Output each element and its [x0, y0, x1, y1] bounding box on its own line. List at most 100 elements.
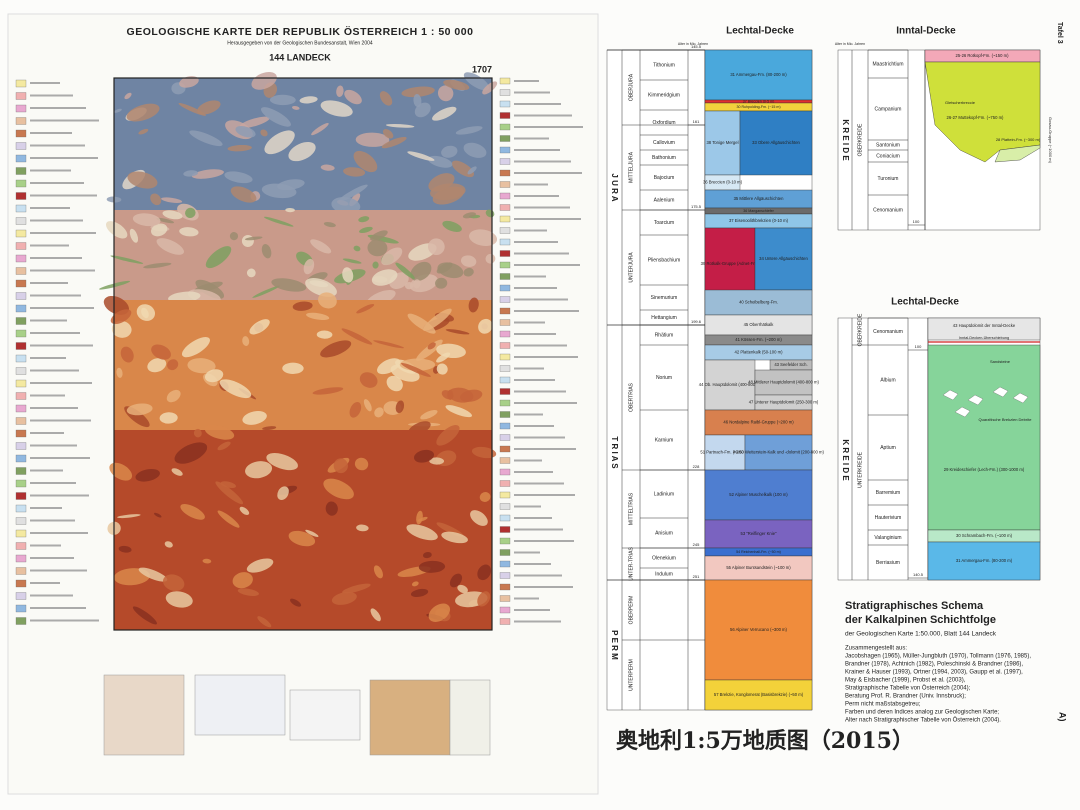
- map-outcrop: [310, 239, 332, 254]
- legend-swatch: [499, 445, 511, 453]
- map-outcrop: [437, 85, 454, 102]
- map-outcrop: [353, 245, 361, 252]
- map-outcrop: [407, 313, 436, 334]
- map-outcrop: [320, 164, 335, 171]
- legend-text-line: [514, 264, 580, 266]
- map-outline: [113, 77, 493, 631]
- map-outcrop: [436, 343, 466, 359]
- legend-text-line: [514, 137, 549, 140]
- legend-swatch: [15, 279, 27, 288]
- legend-swatch: [499, 606, 511, 614]
- stage-label: Aptium: [880, 445, 896, 451]
- legend-swatch: [499, 100, 511, 108]
- legend-swatch: [499, 503, 511, 510]
- legend-text-line: [30, 232, 96, 234]
- stage-label: Olenekium: [652, 555, 676, 561]
- stage-label: Ladinium: [654, 491, 674, 497]
- legend-swatch: [499, 227, 511, 234]
- epoch-label: OBERTRIAS: [628, 382, 634, 411]
- stage-label: Santonium: [876, 142, 900, 148]
- reference-line: Beratung Prof. R. Brandner (Univ. Innsbr…: [845, 694, 966, 700]
- rock-unit: [704, 409, 813, 436]
- legend-text-line: [30, 569, 87, 572]
- legend-swatch: [499, 537, 511, 545]
- legend-swatch: [15, 454, 27, 463]
- stage-label: Maastrichtium: [872, 61, 903, 67]
- legend-text-line: [514, 586, 573, 588]
- map-outcrop: [227, 144, 252, 152]
- legend-text-line: [514, 344, 567, 347]
- epoch-label: OBERKREIDE: [857, 313, 863, 346]
- map-outcrop: [478, 318, 493, 334]
- map-body: [99, 71, 498, 631]
- map-outcrop: [205, 246, 232, 269]
- map-outcrop: [224, 171, 253, 184]
- map-outcrop: [147, 358, 167, 373]
- map-outcrop: [325, 501, 338, 516]
- rock-unit: [754, 369, 813, 396]
- unit-label: 49-50 Wetterstein-Kalk und -dolomit (200…: [733, 450, 824, 455]
- map-outcrop: [372, 261, 379, 269]
- stage-label: Bajocium: [654, 175, 675, 181]
- map-outcrop: [179, 227, 199, 237]
- legend-text-line: [30, 244, 69, 247]
- unit-label: Gletscherbreccie: [945, 100, 976, 105]
- stage-label: Tithonium: [653, 62, 675, 68]
- map-outcrop: [457, 584, 468, 594]
- map-outcrop: [242, 411, 267, 425]
- epoch-label: UNTERJURA: [628, 252, 634, 283]
- map-outcrop: [436, 363, 448, 375]
- map-outcrop: [447, 387, 474, 403]
- map-outcrop: [428, 603, 451, 622]
- legend-swatch: [15, 379, 27, 388]
- stage-label: Norium: [656, 375, 672, 381]
- map-outcrop: [370, 608, 381, 622]
- legend-text-line: [514, 275, 546, 278]
- age-label: 161: [693, 119, 700, 124]
- map-inset: [194, 674, 286, 736]
- legend-text-line: [30, 507, 62, 509]
- legend-swatch: [499, 215, 511, 223]
- legend-text-line: [30, 594, 73, 597]
- legend-text-line: [514, 287, 557, 289]
- legend-swatch: [15, 292, 27, 300]
- legend-swatch: [499, 261, 511, 269]
- map-outcrop: [467, 166, 477, 175]
- stage-label: Oxfordium: [652, 120, 675, 126]
- unit-label: 57 Brekzie, Konglomerat (Basisbrekzie) (…: [714, 692, 804, 697]
- map-outcrop: [242, 336, 250, 347]
- map-outcrop: [282, 362, 304, 374]
- epoch-label: OBERKREIDE: [857, 123, 863, 156]
- legend-swatch: [15, 167, 27, 175]
- legend-swatch: [499, 284, 511, 292]
- legend-swatch: [15, 129, 27, 138]
- map-outcrop: [427, 238, 445, 256]
- map-outcrop: [156, 217, 175, 224]
- stage-label: Valanginium: [874, 535, 901, 541]
- legend-swatch: [499, 399, 511, 407]
- legend-text-line: [30, 544, 61, 547]
- legend-text-line: [514, 413, 543, 416]
- map-outcrop: [343, 167, 366, 177]
- stage-label: Barremium: [876, 490, 900, 496]
- legend-swatch: [499, 342, 511, 349]
- legend-swatch: [15, 367, 27, 375]
- rock-unit: [704, 289, 813, 316]
- unit-label: 34 Untere Allgäuschichten: [759, 256, 808, 261]
- rock-unit: [927, 317, 1041, 341]
- legend-text-line: [30, 294, 81, 297]
- reference-line: Perm nicht maßstabsgetreu;: [845, 702, 921, 708]
- rock-unit: [704, 679, 813, 711]
- map-inset: [289, 689, 361, 741]
- legend-swatch: [499, 238, 511, 246]
- legend-swatch: [15, 392, 27, 400]
- references: Zusammengestellt aus: Jacobshagen (1965),…: [845, 646, 1031, 724]
- map-outcrop: [413, 449, 435, 463]
- legend-text-line: [30, 482, 76, 484]
- legend-text-line: [30, 169, 71, 172]
- rock-unit: [704, 579, 813, 681]
- map-outcrop: [418, 560, 446, 573]
- legend-text-line: [514, 183, 548, 186]
- unit-label: Inntal-Decken-Überschiebung: [959, 336, 1009, 340]
- rock-unit: [704, 434, 746, 471]
